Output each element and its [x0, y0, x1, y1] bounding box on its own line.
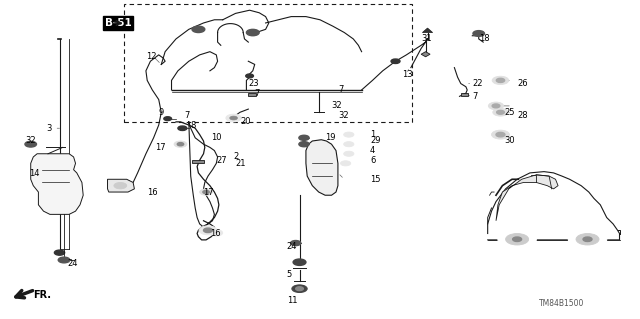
Circle shape: [497, 110, 504, 114]
Circle shape: [344, 151, 354, 156]
Polygon shape: [306, 140, 338, 195]
Circle shape: [498, 230, 536, 249]
Circle shape: [293, 259, 306, 265]
Text: 7: 7: [338, 85, 343, 94]
Text: 32: 32: [338, 111, 349, 120]
Circle shape: [492, 104, 500, 108]
Text: 25: 25: [504, 108, 515, 117]
Circle shape: [230, 116, 237, 120]
Circle shape: [492, 76, 509, 85]
Circle shape: [226, 114, 241, 122]
Circle shape: [246, 29, 259, 36]
Text: 21: 21: [236, 159, 246, 168]
Text: 19: 19: [325, 133, 335, 142]
Circle shape: [203, 190, 209, 194]
Text: 32: 32: [332, 101, 342, 110]
Text: 9: 9: [159, 108, 164, 117]
Text: 3: 3: [46, 124, 51, 133]
Text: 32: 32: [26, 137, 36, 145]
Bar: [461, 93, 468, 96]
Text: 24: 24: [67, 259, 77, 268]
Text: 12: 12: [146, 52, 156, 61]
Circle shape: [25, 141, 36, 147]
Text: 22: 22: [472, 79, 483, 88]
Circle shape: [54, 250, 65, 255]
Text: 31: 31: [421, 34, 432, 43]
Circle shape: [199, 226, 217, 235]
Circle shape: [58, 257, 70, 263]
Text: 10: 10: [211, 133, 221, 142]
Circle shape: [210, 230, 223, 236]
Circle shape: [576, 234, 599, 245]
Circle shape: [391, 59, 400, 63]
Circle shape: [492, 130, 509, 139]
Text: 27: 27: [216, 156, 227, 165]
Bar: [192, 160, 204, 163]
Circle shape: [114, 182, 127, 189]
Text: 2: 2: [234, 152, 239, 161]
Text: 15: 15: [370, 175, 380, 184]
Text: 24: 24: [287, 242, 297, 251]
Circle shape: [340, 161, 351, 166]
Circle shape: [473, 31, 484, 36]
Circle shape: [344, 142, 354, 147]
Circle shape: [292, 285, 307, 293]
Text: 7: 7: [472, 92, 477, 101]
Text: 5: 5: [287, 271, 292, 279]
Circle shape: [192, 26, 205, 33]
Text: 17: 17: [155, 143, 166, 152]
Text: 16: 16: [147, 188, 158, 197]
Circle shape: [200, 189, 212, 195]
Circle shape: [177, 143, 184, 146]
Text: 29: 29: [370, 137, 380, 145]
Circle shape: [513, 237, 522, 241]
Text: 14: 14: [29, 169, 39, 178]
Polygon shape: [421, 52, 430, 57]
Circle shape: [583, 237, 592, 241]
Text: FR.: FR.: [33, 290, 51, 300]
Circle shape: [344, 132, 354, 137]
Circle shape: [178, 126, 187, 130]
Text: 18: 18: [479, 34, 490, 43]
Text: B-51: B-51: [105, 18, 132, 28]
Text: 6: 6: [370, 156, 375, 165]
Text: 1: 1: [370, 130, 375, 139]
Circle shape: [506, 234, 529, 245]
Text: 7: 7: [255, 89, 260, 98]
Text: 13: 13: [402, 70, 413, 78]
Circle shape: [488, 102, 504, 110]
Circle shape: [164, 117, 172, 121]
Circle shape: [568, 230, 607, 249]
Text: 11: 11: [287, 296, 297, 305]
Circle shape: [299, 142, 309, 147]
Bar: [248, 93, 256, 96]
Text: 17: 17: [204, 188, 214, 197]
Text: 26: 26: [517, 79, 528, 88]
Circle shape: [497, 78, 505, 83]
Text: 30: 30: [504, 137, 515, 145]
Circle shape: [246, 74, 253, 78]
Circle shape: [296, 287, 303, 291]
Text: 20: 20: [240, 117, 250, 126]
Circle shape: [299, 135, 309, 140]
Text: TM84B1500: TM84B1500: [540, 299, 584, 308]
Polygon shape: [422, 28, 433, 33]
Circle shape: [174, 141, 187, 147]
Circle shape: [291, 241, 301, 246]
Text: 23: 23: [248, 79, 259, 88]
Polygon shape: [31, 154, 83, 214]
Circle shape: [204, 228, 212, 233]
Text: 16: 16: [210, 229, 221, 238]
Text: 7: 7: [184, 111, 189, 120]
Polygon shape: [496, 175, 558, 221]
Circle shape: [493, 108, 508, 116]
Text: 28: 28: [517, 111, 528, 120]
Text: 8: 8: [191, 121, 196, 130]
Text: 4: 4: [370, 146, 375, 155]
Circle shape: [496, 132, 505, 137]
Polygon shape: [108, 179, 134, 192]
